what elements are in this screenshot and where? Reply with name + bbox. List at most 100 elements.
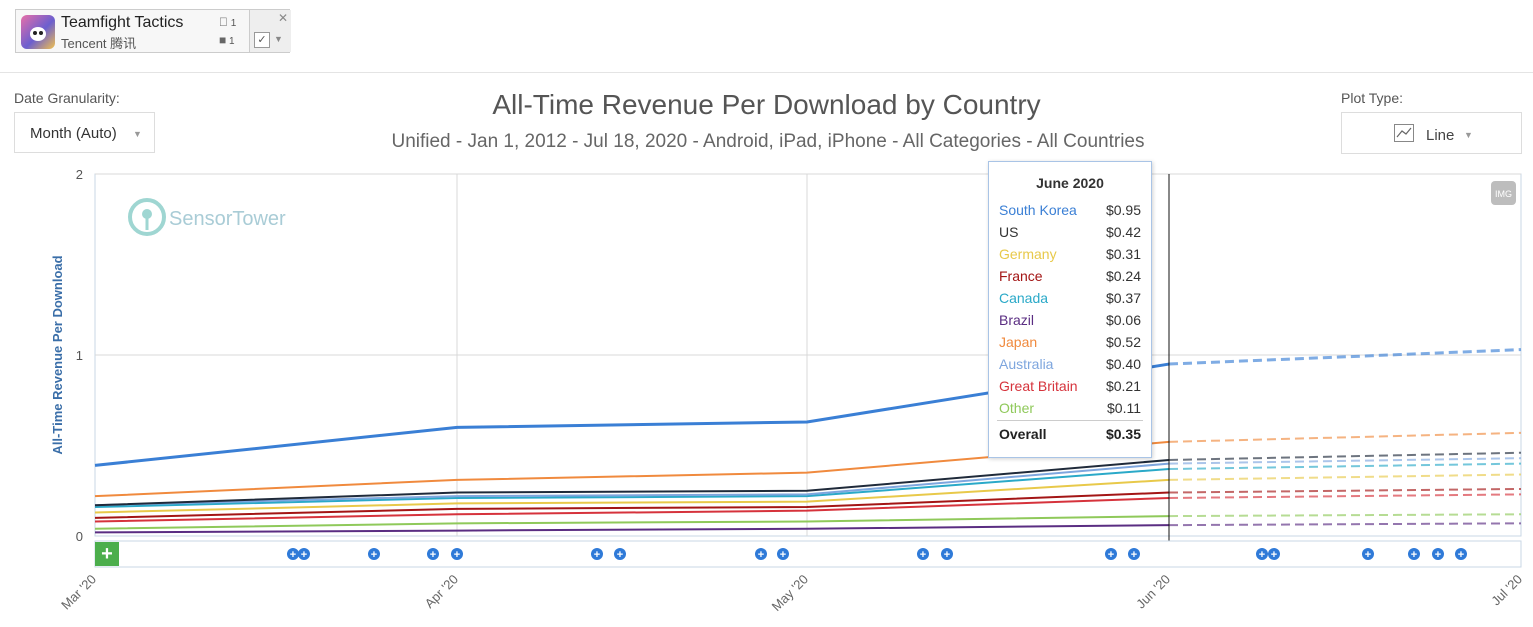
android-icon: ■ (219, 33, 227, 47)
chevron-down-icon: ▼ (1464, 130, 1473, 140)
event-marker-label: + (1458, 549, 1464, 561)
add-event-button (95, 542, 119, 566)
close-icon[interactable]: ✕ (277, 11, 288, 25)
event-marker-label: + (944, 549, 950, 561)
series-projection-line (1168, 513, 1522, 518)
event-marker-label: + (920, 549, 926, 561)
event-marker (1128, 548, 1140, 560)
tooltip-row: Germany $0.31 (999, 246, 1141, 268)
checkbox[interactable]: ✓ (254, 32, 270, 48)
event-marker (1256, 548, 1268, 560)
y-tick-label: 0 (76, 529, 83, 544)
event-marker (368, 548, 380, 560)
event-marker-label: + (1259, 549, 1265, 561)
tooltip-row: US $0.42 (999, 224, 1141, 246)
tooltip-series-name: US (999, 224, 1019, 240)
tooltip-series-value: $0.24 (1105, 268, 1141, 284)
series-line (94, 458, 1170, 507)
tooltip-series-value: $0.37 (1105, 290, 1141, 306)
tooltip-row: Australia $0.40 (999, 356, 1141, 378)
event-marker (1432, 548, 1444, 560)
tooltip-row: Brazil $0.06 (999, 312, 1141, 334)
y-tick-label: 2 (76, 167, 83, 182)
event-marker-label: + (1411, 549, 1417, 561)
ios-count: 1 (231, 18, 237, 29)
add-event-label: + (101, 543, 113, 565)
x-tick-label: Mar '20 (58, 572, 99, 613)
event-marker-label: + (594, 549, 600, 561)
tooltip-series-name: Brazil (999, 312, 1035, 328)
series-line (94, 515, 1170, 530)
tooltip-series-name: Japan (999, 334, 1038, 350)
series-projection-line (1168, 487, 1522, 494)
tooltip-series-name: Other (999, 400, 1035, 416)
plot-type-select[interactable]: Line ▼ (1341, 112, 1522, 154)
tooltip-series-value: $0.21 (1105, 378, 1141, 394)
event-marker (941, 548, 953, 560)
event-marker (451, 548, 463, 560)
tooltip-row: Canada $0.37 (999, 290, 1141, 312)
app-publisher: Tencent 腾讯 (61, 36, 137, 51)
event-marker-label: + (1108, 549, 1114, 561)
granularity-label: Date Granularity: (14, 90, 120, 106)
chevron-down-icon: ▼ (133, 129, 142, 139)
event-marker-label: + (1271, 549, 1277, 561)
event-marker-label: + (1435, 549, 1441, 561)
granularity-value: Month (Auto) (30, 125, 117, 142)
app-chip-actions: ✕ ✓ ▼ (249, 10, 291, 52)
x-tick-label: May '20 (769, 572, 812, 615)
event-marker-label: + (1365, 549, 1371, 561)
event-marker-label: + (617, 549, 623, 561)
tooltip-series-name: Canada (999, 290, 1049, 306)
event-marker (287, 548, 299, 560)
tooltip-row: South Korea $0.95 (999, 202, 1141, 224)
event-marker (755, 548, 767, 560)
event-marker-label: + (780, 549, 786, 561)
tooltip-series-value: $0.95 (1105, 202, 1141, 218)
event-marker-label: + (430, 549, 436, 561)
img-export-label: IMG (1495, 189, 1512, 199)
x-tick-label: Apr '20 (422, 572, 461, 611)
tooltip-series-name: Australia (999, 356, 1054, 372)
sensortower-watermark: SensorTower (128, 198, 286, 236)
app-chip[interactable]: Teamfight Tactics Tencent 腾讯  1 ■ 1 ✕ ✓… (15, 9, 291, 53)
event-marker (614, 548, 626, 560)
event-marker (917, 548, 929, 560)
x-tick-label: Jun '20 (1133, 572, 1173, 612)
series-line (94, 524, 1170, 534)
tooltip-row: France $0.24 (999, 268, 1141, 290)
tooltip-series-value: $0.40 (1105, 356, 1141, 372)
chart-tooltip: June 2020 South Korea $0.95 US $0.42 Germany… (988, 161, 1152, 458)
series-projection-line (1168, 457, 1522, 465)
x-tick-label: Jul '20 (1488, 572, 1525, 609)
plot-type-value: Line (1426, 127, 1455, 144)
event-marker (591, 548, 603, 560)
tooltip-series-value: $0.11 (1107, 400, 1141, 416)
chevron-down-icon[interactable]: ▼ (274, 34, 283, 44)
app-icon (21, 15, 55, 49)
android-count: 1 (229, 36, 235, 47)
chart-title: All-Time Revenue Per Download by Country (492, 89, 1041, 120)
event-strip (94, 540, 1522, 568)
ios-platform:  1 (219, 15, 236, 29)
event-marker (1362, 548, 1374, 560)
tooltip-title: June 2020 (1036, 175, 1104, 191)
y-axis-label: All-Time Revenue Per Download (50, 255, 65, 454)
series-projection-line (1168, 451, 1522, 461)
android-platform: ■ 1 (219, 33, 235, 47)
event-marker-label: + (454, 549, 460, 561)
tooltip-series-name: Germany (999, 246, 1057, 262)
event-marker (1268, 548, 1280, 560)
granularity-select[interactable]: Month (Auto) ▼ (14, 112, 155, 153)
series-projection-line (1168, 348, 1522, 366)
event-marker-label: + (371, 549, 377, 561)
event-marker (1455, 548, 1467, 560)
tooltip-row: Japan $0.52 (999, 334, 1141, 356)
sensortower-wordmark: SensorTower (169, 208, 286, 230)
app-name: Teamfight Tactics (61, 14, 184, 31)
tooltip-series-value: $0.31 (1105, 246, 1141, 262)
series-line (94, 468, 1170, 509)
series-projection-line (1168, 493, 1522, 499)
series-projection-line (1168, 473, 1522, 481)
